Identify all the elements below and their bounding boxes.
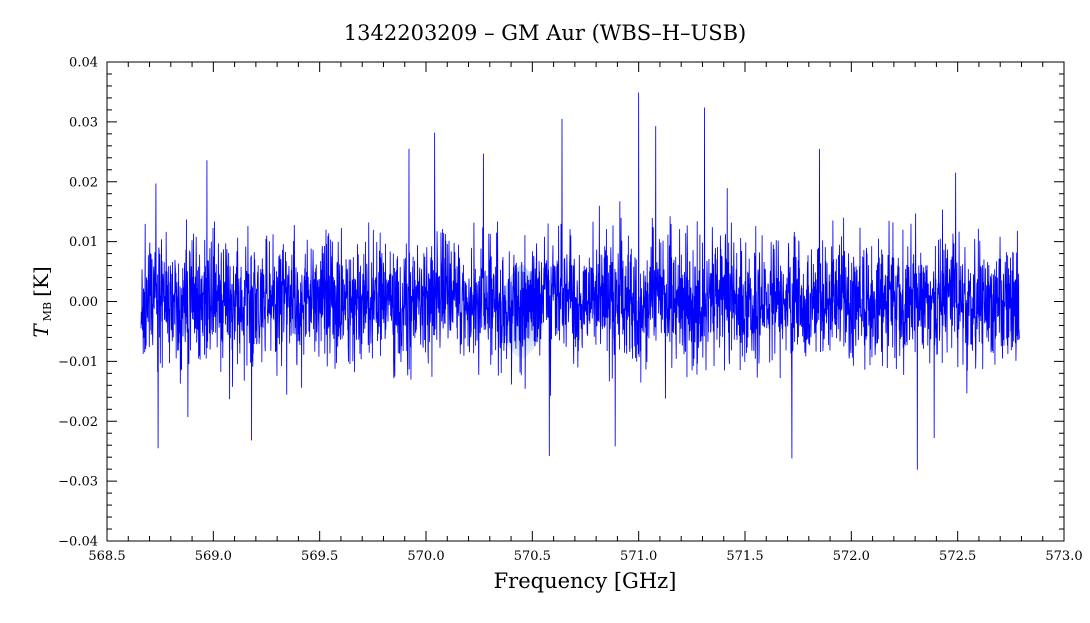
y-tick-label: −0.01 [58,355,98,370]
y-tick-label: 0.03 [69,115,98,130]
axes-layer: 568.5 569.0 569.5 570.0 570.5 571.0 571.5 572.0… [58,56,1082,565]
x-tick-label: 569.0 [195,549,232,564]
y-axis-label-main: T [29,323,53,338]
x-tick-label: 569.5 [301,549,338,564]
x-tick-label: 571.5 [726,549,763,564]
svg-text:TMB[K]: T MB [K] [29,266,54,337]
x-axis-label: Frequency [GHz] [494,569,677,593]
x-tick-label: 568.5 [88,549,125,564]
chart-title: 1342203209 – GM Aur (WBS–H–USB) [344,21,746,45]
y-tick-label: 0.01 [69,235,98,250]
y-tick-label: 0.04 [69,56,98,71]
y-tick-label: 0.02 [69,175,98,190]
x-tick-label: 571.0 [620,549,657,564]
y-axis-label-subscript: MB [41,302,54,321]
series-layer [140,92,1020,470]
y-tick-label: −0.03 [58,475,98,490]
x-tick-label: 570.5 [514,549,551,564]
y-axis-label-unit: [K] [29,266,53,297]
y-tick-label: −0.04 [58,535,98,550]
x-tick-label: 572.0 [833,549,870,564]
y-axis-label: T MB [K] [29,266,54,337]
x-tick-label: 573.0 [1045,549,1082,564]
x-tick-label: 572.5 [939,549,976,564]
series-line-0 [140,92,1020,470]
y-tick-label: −0.02 [58,415,98,430]
y-tick-label: 0.00 [69,295,98,310]
x-tick-label: 570.0 [407,549,444,564]
